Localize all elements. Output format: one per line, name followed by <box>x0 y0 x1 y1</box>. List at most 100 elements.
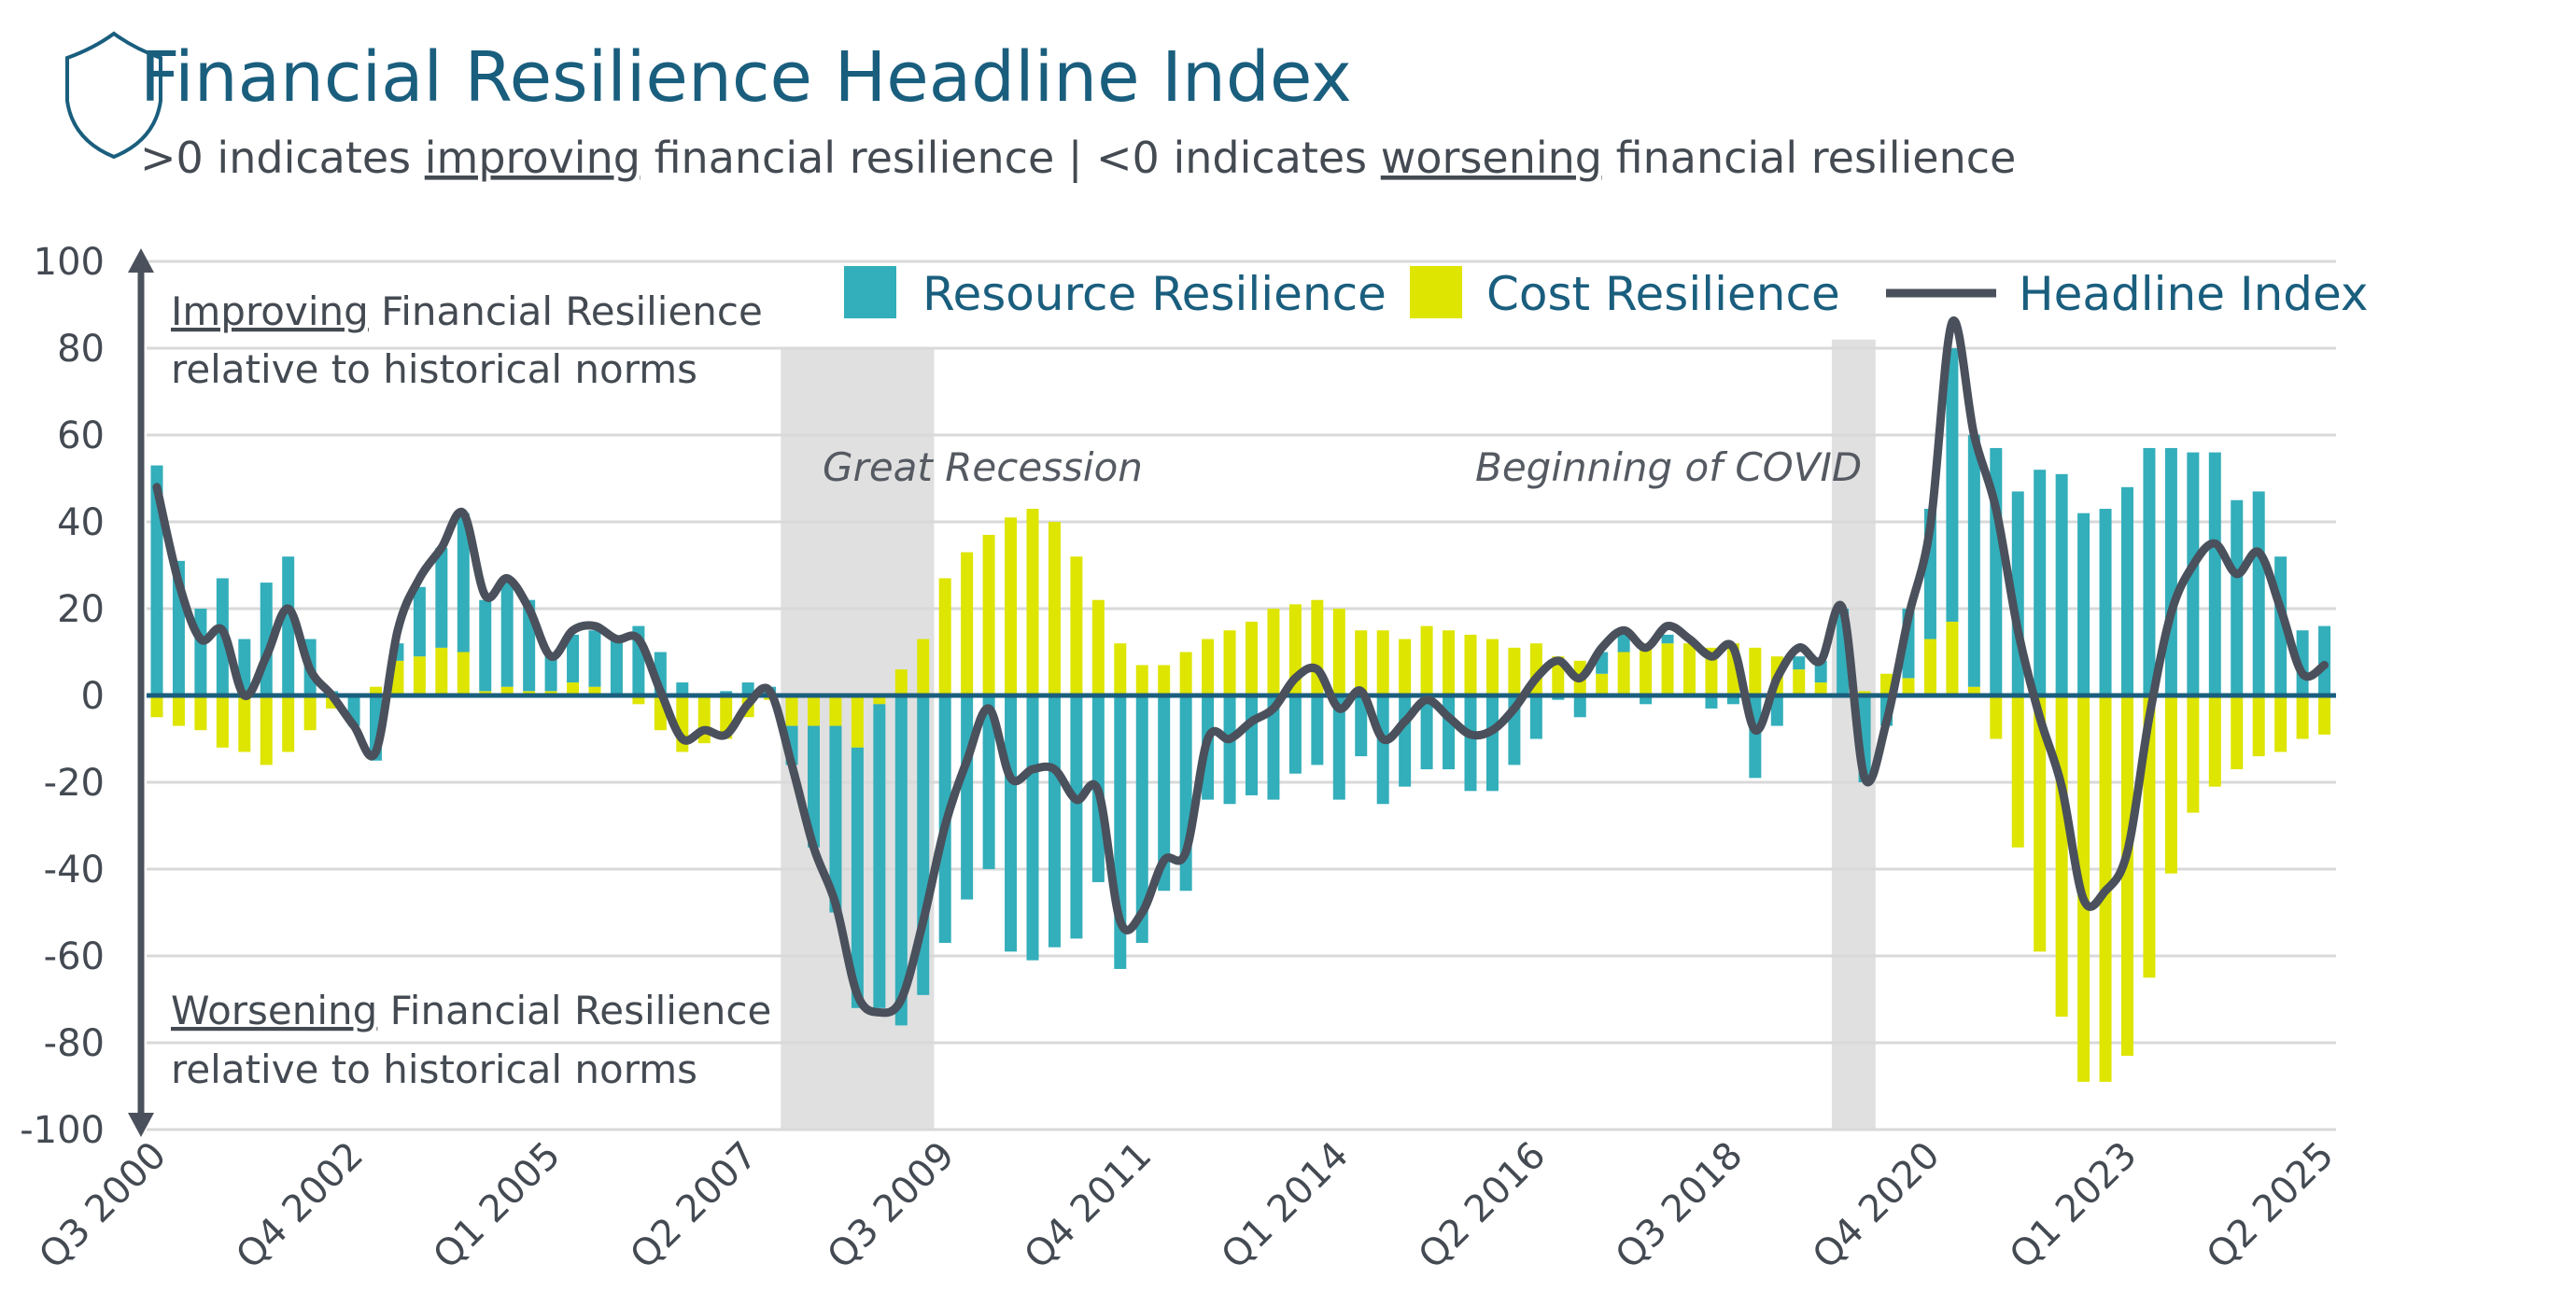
improving-note-line2: relative to historical norms <box>171 346 697 392</box>
bar-cost-resilience <box>961 552 974 695</box>
bar-cost-resilience <box>873 695 886 705</box>
worsening-note: Worsening Financial Resilience <box>171 988 771 1033</box>
bar-resource-resilience <box>544 656 557 692</box>
legend-label-cost: Cost Resilience <box>1486 267 1840 321</box>
x-tick-label: Q4 2002 <box>228 1134 372 1278</box>
bar-cost-resilience <box>938 578 951 695</box>
x-tick-label: Q3 2018 <box>1608 1134 1752 1278</box>
bar-resource-resilience <box>1355 695 1368 757</box>
covid-label: Beginning of COVID <box>1475 444 1862 490</box>
bar-resource-resilience <box>2143 447 2156 695</box>
bar-resource-resilience <box>500 583 514 687</box>
bar-resource-resilience <box>435 547 448 648</box>
bar-cost-resilience <box>1967 686 1980 695</box>
bar-resource-resilience <box>1158 695 1171 892</box>
bar-cost-resilience <box>282 695 295 752</box>
bar-cost-resilience <box>2252 695 2265 757</box>
bar-resource-resilience <box>873 704 886 1008</box>
bar-cost-resilience <box>1508 647 1521 695</box>
bar-cost-resilience <box>2164 695 2177 874</box>
bar-resource-resilience <box>1705 695 1718 709</box>
y-tick-label: 60 <box>57 414 105 457</box>
bar-resource-resilience <box>1223 695 1236 805</box>
y-tick-label: -40 <box>44 849 105 892</box>
bar-resource-resilience <box>1070 695 1083 939</box>
bar-cost-resilience <box>1179 652 1192 695</box>
bar-cost-resilience <box>1158 665 1171 695</box>
y-tick-label: 0 <box>81 675 105 718</box>
bar-resource-resilience <box>194 609 207 695</box>
bar-resource-resilience <box>1420 695 1433 770</box>
bar-cost-resilience <box>1376 630 1389 695</box>
bar-resource-resilience <box>2034 470 2047 695</box>
bar-cost-resilience <box>1661 643 1674 695</box>
bar-cost-resilience <box>982 534 995 695</box>
bar-cost-resilience <box>1443 630 1456 695</box>
bar-cost-resilience <box>2034 695 2047 952</box>
bar-cost-resilience <box>1596 673 1609 695</box>
legend-swatch-resource <box>844 266 896 318</box>
legend: Resource Resilience Cost Resilience Head… <box>844 266 2369 321</box>
bar-cost-resilience <box>1114 643 1127 695</box>
bar-resource-resilience <box>1005 695 1018 952</box>
bar-resource-resilience <box>2208 452 2221 695</box>
bar-cost-resilience <box>150 695 163 718</box>
bar-cost-resilience <box>2143 695 2156 978</box>
y-tick-label: -100 <box>20 1109 105 1152</box>
bar-resource-resilience <box>610 639 623 695</box>
bar-cost-resilience <box>2274 695 2287 752</box>
y-tick-label: 20 <box>57 588 105 631</box>
bar-resource-resilience <box>741 682 754 695</box>
bar-cost-resilience <box>1485 639 1499 695</box>
bar-cost-resilience <box>370 686 382 695</box>
bar-resource-resilience <box>457 513 470 653</box>
bar-cost-resilience <box>1464 634 1477 695</box>
y-tick-label: -60 <box>44 935 105 978</box>
bar-cost-resilience <box>1355 630 1368 695</box>
bar-resource-resilience <box>1770 695 1783 726</box>
y-tick-label: 80 <box>57 328 105 371</box>
bar-resource-resilience <box>282 556 295 695</box>
bar-cost-resilience <box>216 695 229 748</box>
y-tick-label: -80 <box>44 1022 105 1065</box>
bar-resource-resilience <box>1464 695 1477 792</box>
bar-cost-resilience <box>894 669 908 695</box>
bar-resource-resilience <box>2055 473 2068 695</box>
bar-cost-resilience <box>851 695 864 748</box>
bar-cost-resilience <box>1246 621 1258 695</box>
bar-resource-resilience <box>1529 695 1542 739</box>
bar-cost-resilience <box>1399 639 1412 695</box>
bar-cost-resilience <box>194 695 207 731</box>
bar-cost-resilience <box>785 695 798 726</box>
bar-resource-resilience <box>2099 509 2112 695</box>
bar-resource-resilience <box>894 695 908 1026</box>
x-tick-label: Q1 2005 <box>425 1134 569 1278</box>
y-tick-label: 100 <box>34 241 105 284</box>
x-tick-label: Q2 2016 <box>1411 1134 1555 1278</box>
bar-cost-resilience <box>632 695 645 705</box>
bar-resource-resilience <box>1726 695 1739 705</box>
bar-cost-resilience <box>1990 695 2003 739</box>
bar-resource-resilience <box>1946 348 1959 622</box>
bar-cost-resilience <box>808 695 820 726</box>
bar-resource-resilience <box>1267 695 1280 800</box>
bar-resource-resilience <box>1026 695 1039 961</box>
bar-resource-resilience <box>2164 447 2177 695</box>
bar-resource-resilience <box>1399 695 1412 787</box>
bar-cost-resilience <box>172 695 185 726</box>
y-axis-ticks: 100 80 60 40 20 0 -20 -40 -60 -80 -100 <box>20 241 105 1152</box>
bar-resource-resilience <box>2231 499 2244 695</box>
shield-icon <box>65 31 162 160</box>
bar-cost-resilience <box>1793 669 1806 695</box>
bar-resource-resilience <box>2252 491 2265 695</box>
bar-resource-resilience <box>1135 695 1148 944</box>
x-axis-ticks: Q3 2000 Q4 2002 Q1 2005 Q2 2007 Q3 2009 Q4 20… <box>31 1134 2342 1278</box>
bar-cost-resilience <box>1267 609 1280 695</box>
bar-cost-resilience <box>500 686 514 695</box>
bar-cost-resilience <box>1070 556 1083 695</box>
bar-resource-resilience <box>1485 695 1499 792</box>
bar-resource-resilience <box>567 634 580 683</box>
bar-cost-resilience <box>1202 639 1215 695</box>
bar-cost-resilience <box>2208 695 2221 787</box>
x-tick-label: Q3 2009 <box>820 1134 964 1278</box>
